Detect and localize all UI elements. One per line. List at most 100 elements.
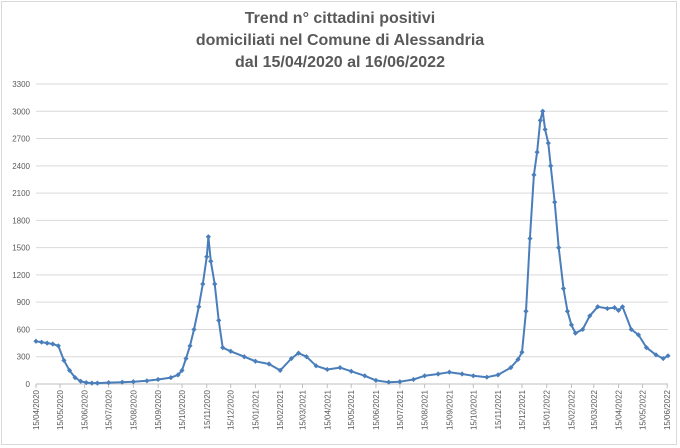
data-point bbox=[196, 304, 202, 310]
data-point bbox=[216, 317, 222, 323]
data-point bbox=[200, 281, 206, 287]
chart-title-line-2: domiciliati nel Comune di Alessandria bbox=[195, 32, 485, 49]
data-point bbox=[595, 304, 601, 310]
data-point bbox=[288, 355, 294, 362]
x-tick-label: 15/05/2021 bbox=[347, 389, 356, 430]
x-tick-label: 15/08/2020 bbox=[129, 389, 138, 430]
y-axis-ticks: 0 300 600 900 1200 1500 1800 2100 2400 2700 3000 33… bbox=[12, 80, 30, 389]
y-tick-label: 1500 bbox=[12, 244, 30, 253]
data-point bbox=[397, 379, 403, 385]
data-point bbox=[540, 108, 546, 114]
series-positivi bbox=[33, 108, 671, 386]
data-point bbox=[44, 340, 50, 346]
data-point bbox=[484, 374, 490, 380]
data-point bbox=[324, 366, 330, 373]
x-tick-label: 15/06/2022 bbox=[663, 389, 672, 430]
data-point bbox=[155, 376, 161, 383]
data-point bbox=[175, 372, 181, 378]
data-point bbox=[228, 348, 234, 354]
data-point bbox=[572, 330, 579, 336]
x-tick-label: 15/04/2020 bbox=[32, 389, 41, 430]
data-point bbox=[619, 304, 626, 310]
data-point bbox=[446, 369, 452, 375]
data-point bbox=[130, 379, 136, 385]
data-point bbox=[66, 367, 73, 373]
data-point bbox=[495, 372, 501, 378]
data-point bbox=[204, 254, 210, 260]
x-tick-label: 15/09/2020 bbox=[154, 389, 163, 430]
data-point bbox=[337, 365, 343, 371]
data-point bbox=[527, 235, 533, 242]
data-point bbox=[653, 352, 659, 358]
data-point bbox=[545, 140, 551, 146]
data-point bbox=[241, 354, 247, 360]
y-tick-label: 300 bbox=[17, 353, 31, 362]
x-tick-label: 15/07/2021 bbox=[396, 389, 405, 430]
data-point bbox=[168, 375, 174, 381]
data-point bbox=[537, 117, 543, 123]
data-point bbox=[191, 326, 197, 333]
y-tick-label: 2700 bbox=[12, 135, 30, 144]
data-point bbox=[106, 380, 112, 386]
data-point bbox=[470, 373, 476, 379]
gridlines bbox=[36, 83, 668, 358]
data-point bbox=[660, 355, 666, 362]
x-tick-label: 15/04/2021 bbox=[323, 389, 332, 430]
data-point bbox=[277, 367, 283, 373]
data-point bbox=[568, 322, 575, 328]
data-point bbox=[534, 149, 540, 155]
data-point bbox=[89, 380, 95, 386]
data-point bbox=[556, 245, 562, 251]
data-point bbox=[564, 308, 571, 314]
y-tick-label: 2100 bbox=[12, 189, 30, 198]
x-tick-label: 15/07/2020 bbox=[105, 389, 114, 430]
x-tick-label: 15/02/2022 bbox=[567, 389, 576, 430]
y-tick-label: 3000 bbox=[12, 107, 30, 116]
data-point bbox=[220, 345, 226, 351]
data-point bbox=[119, 379, 125, 385]
data-point bbox=[313, 363, 319, 369]
data-point bbox=[531, 172, 537, 178]
chart-title: Trend n° cittadini positivi domiciliati … bbox=[0, 8, 680, 74]
data-point bbox=[422, 373, 428, 379]
data-point bbox=[523, 308, 529, 314]
chart-title-line-3: dal 15/04/2020 al 16/06/2022 bbox=[235, 54, 445, 71]
data-point bbox=[78, 378, 84, 384]
data-point bbox=[72, 375, 78, 381]
data-point bbox=[183, 355, 189, 362]
data-point bbox=[61, 357, 67, 363]
data-point bbox=[83, 380, 89, 386]
x-tick-label: 15/02/2021 bbox=[276, 389, 285, 430]
data-point bbox=[94, 380, 101, 386]
x-tick-label: 15/04/2022 bbox=[615, 389, 624, 430]
y-tick-label: 2400 bbox=[12, 162, 30, 171]
data-point bbox=[187, 343, 193, 349]
x-tick-label: 15/01/2022 bbox=[543, 389, 552, 430]
y-tick-label: 3300 bbox=[12, 80, 30, 89]
data-point bbox=[580, 326, 586, 333]
y-tick-label: 900 bbox=[17, 298, 31, 307]
data-point bbox=[33, 338, 39, 344]
data-point bbox=[348, 368, 354, 374]
x-tick-label: 15/05/2020 bbox=[56, 389, 65, 430]
data-point bbox=[604, 305, 610, 312]
data-point bbox=[508, 365, 514, 371]
data-point bbox=[55, 343, 61, 349]
data-point bbox=[665, 353, 671, 359]
data-point bbox=[179, 367, 185, 373]
data-point bbox=[303, 354, 310, 360]
x-tick-label: 15/11/2021 bbox=[494, 389, 503, 429]
data-point bbox=[628, 326, 634, 333]
data-point bbox=[144, 378, 150, 384]
data-point bbox=[38, 339, 45, 345]
x-tick-label: 15/12/2021 bbox=[518, 389, 527, 430]
data-point bbox=[519, 349, 525, 355]
data-point bbox=[205, 234, 211, 240]
x-tick-label: 15/06/2021 bbox=[372, 389, 381, 430]
data-point bbox=[611, 305, 618, 311]
chart-title-line-1: Trend n° cittadini positivi bbox=[244, 10, 436, 27]
data-point bbox=[560, 285, 567, 292]
x-tick-label: 15/01/2021 bbox=[251, 389, 260, 430]
data-point bbox=[459, 371, 465, 377]
